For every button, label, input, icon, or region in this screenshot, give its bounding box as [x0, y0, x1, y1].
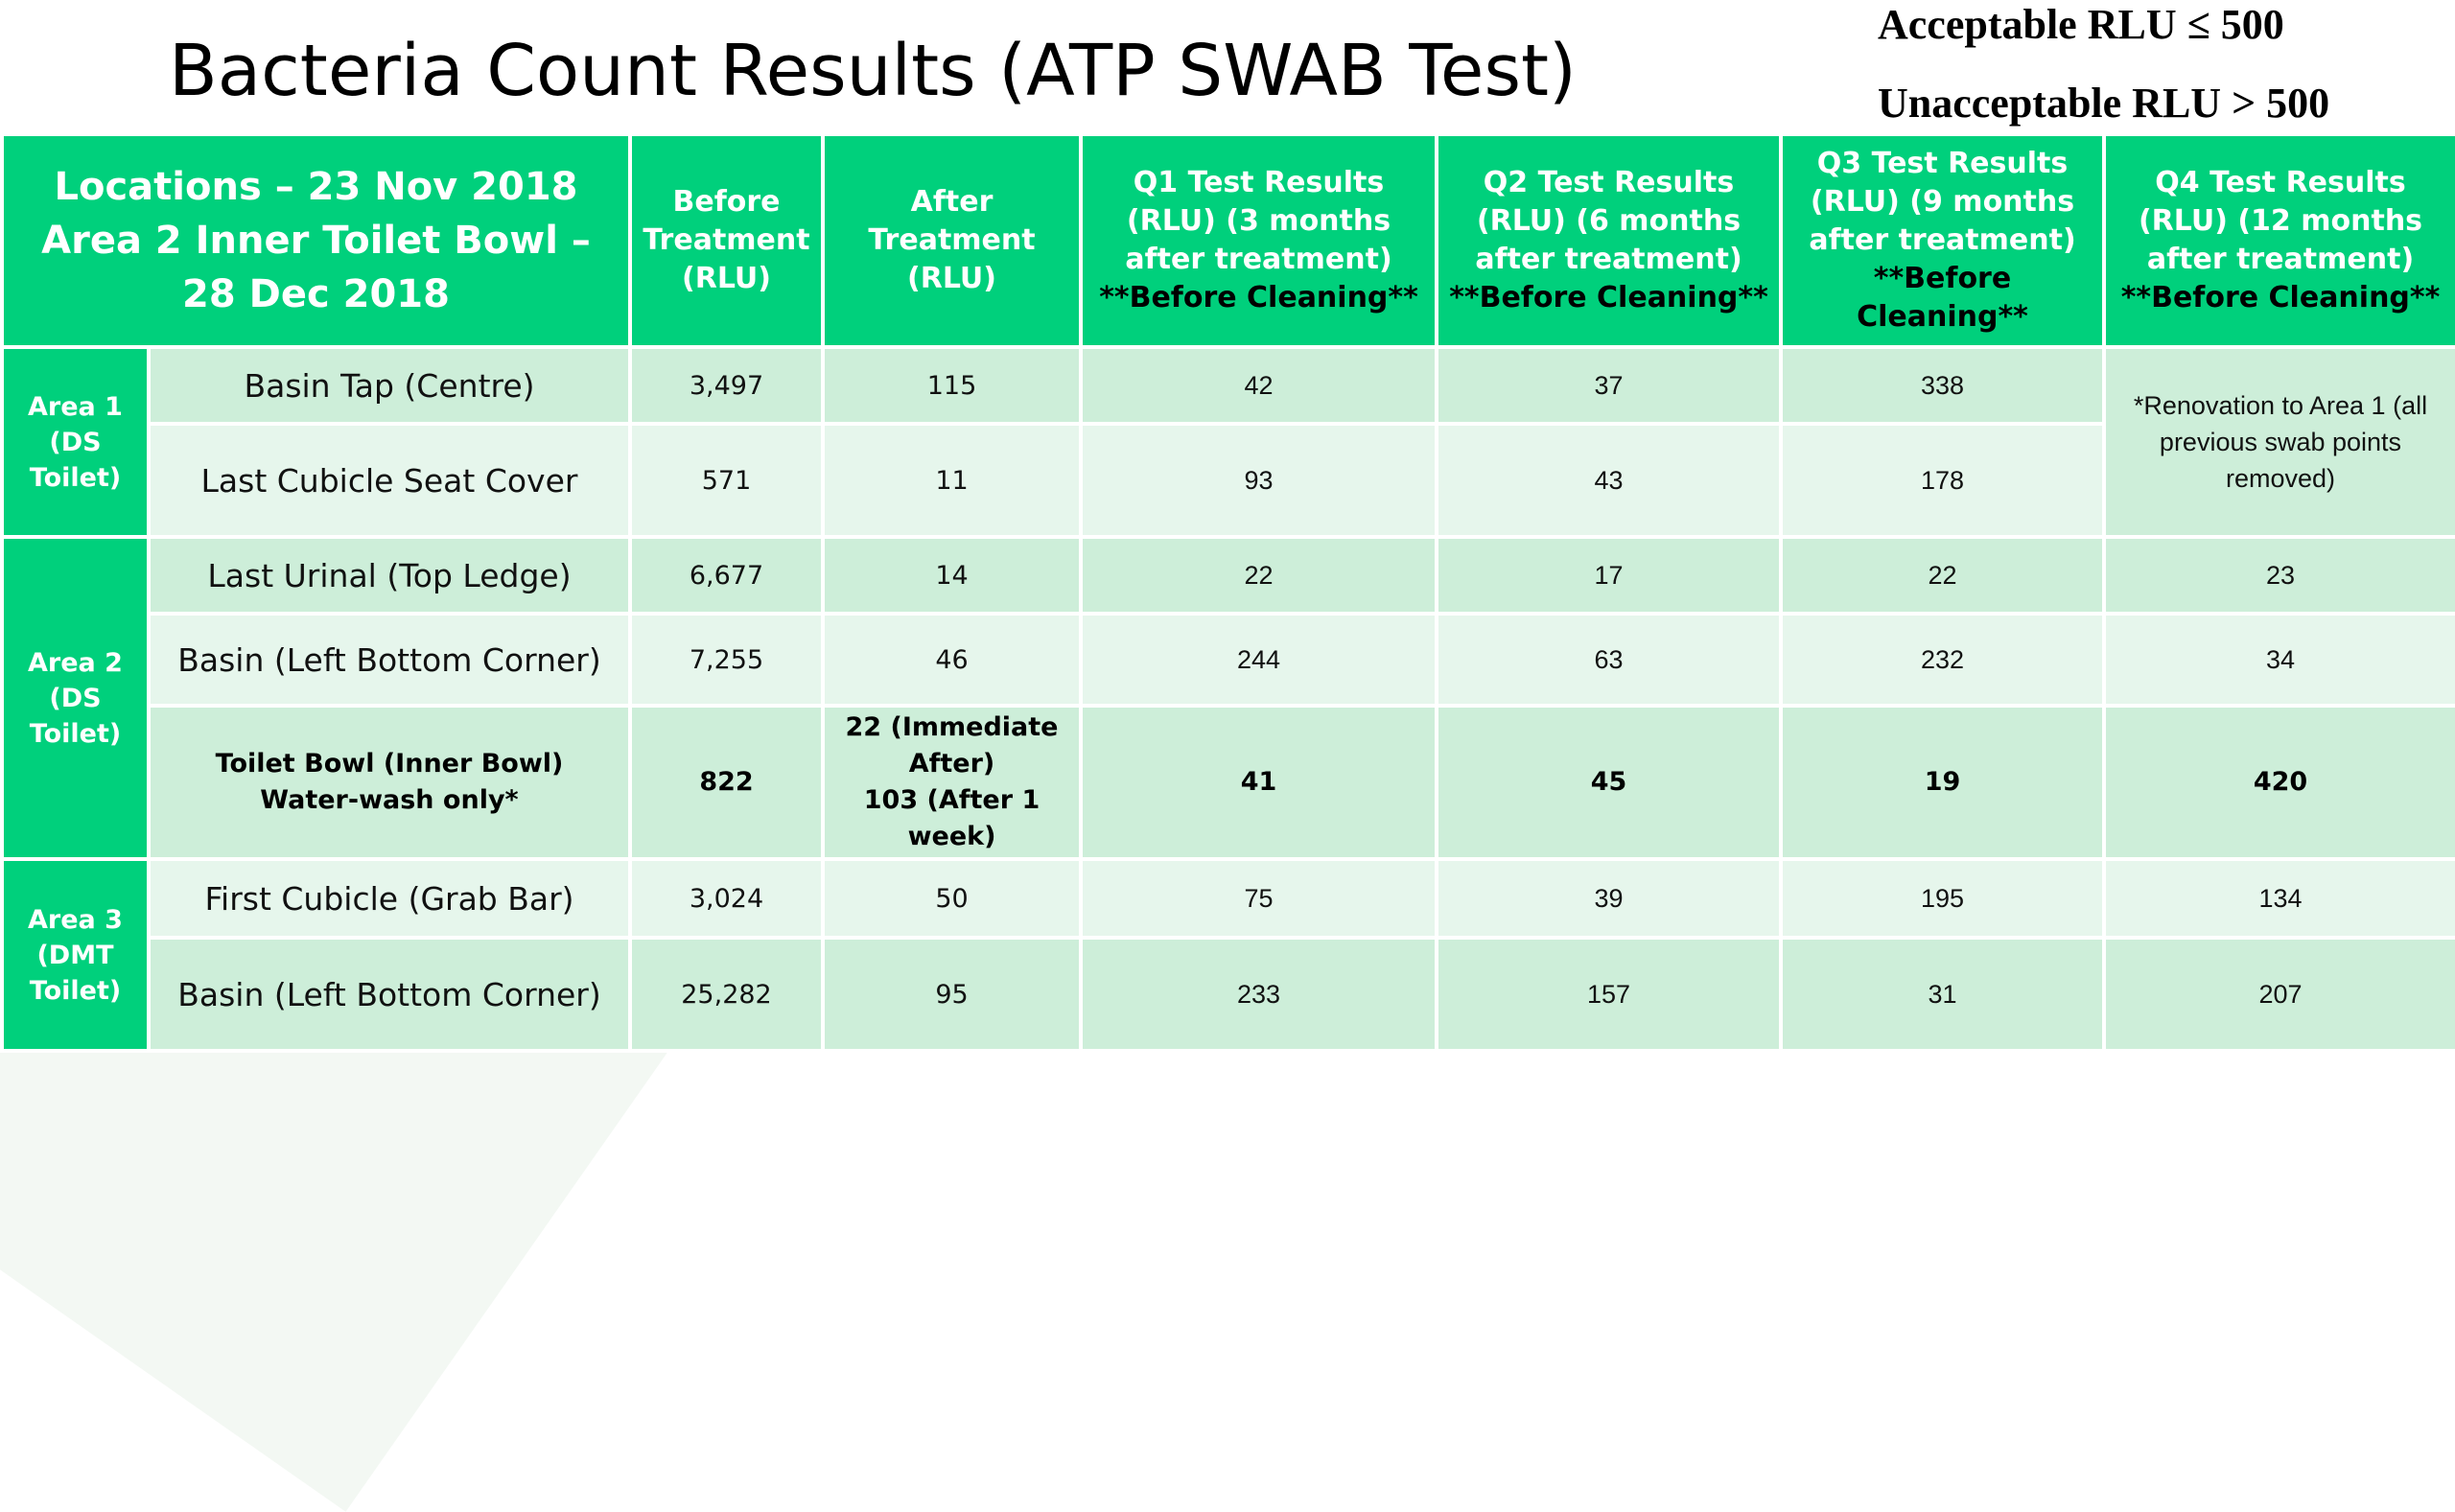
q1-cell: 244	[1079, 612, 1438, 708]
q1-cell: 41	[1079, 704, 1438, 861]
before-cell: 6,677	[628, 535, 825, 616]
table-row: Area 3 (DMT Toilet) First Cubicle (Grab …	[0, 857, 2455, 1053]
table-row: Basin (Left Bottom Corner) 7,255 46 244 …	[2, 612, 2455, 708]
q3-cell: 232	[1779, 612, 2106, 708]
q3-cell: 178	[1779, 422, 2106, 539]
header-locations: Locations – 23 Nov 2018 Area 2 Inner Toi…	[0, 132, 632, 349]
renovation-note: *Renovation to Area 1 (all previous swab…	[2102, 345, 2455, 539]
unacceptable-legend: Unacceptable RLU > 500	[1878, 80, 2330, 127]
after-cell: 11	[821, 422, 1083, 539]
q1-cell: 93	[1079, 422, 1438, 539]
location-cell: Last Cubicle Seat Cover	[147, 422, 632, 539]
table-row: Area 1 (DS Toilet) Basin Tap (Centre) 3,…	[0, 345, 2455, 539]
after-cell: 50	[821, 857, 1083, 940]
q1-cell: 75	[1079, 857, 1438, 940]
area-1-label: Area 1 (DS Toilet)	[0, 345, 151, 539]
q2-cell: 17	[1435, 535, 1783, 616]
location-cell: Basin Tap (Centre)	[147, 345, 632, 426]
q2-cell: 43	[1435, 422, 1783, 539]
header-before: Before Treatment (RLU)	[628, 132, 825, 349]
header-q3: Q3 Test Results (RLU) (9 months after tr…	[1779, 132, 2106, 349]
header-q1: Q1 Test Results (RLU) (3 months after tr…	[1079, 132, 1438, 349]
before-cell: 25,282	[628, 936, 825, 1053]
after-cell: 22 (Immediate After) 103 (After 1 week)	[821, 704, 1083, 861]
q4-cell: 420	[2102, 704, 2455, 861]
q1-cell: 42	[1079, 345, 1438, 426]
area-2-label: Area 2 (DS Toilet)	[0, 535, 151, 861]
location-cell: Basin (Left Bottom Corner)	[147, 612, 632, 708]
after-cell: 95	[821, 936, 1083, 1053]
q3-cell: 338	[1779, 345, 2106, 426]
page-title: Bacteria Count Results (ATP SWAB Test)	[169, 30, 1577, 112]
q2-cell: 63	[1435, 612, 1783, 708]
q2-cell: 45	[1435, 704, 1783, 861]
q4-cell: 23	[2102, 535, 2455, 616]
before-cell: 7,255	[628, 612, 825, 708]
after-cell: 46	[821, 612, 1083, 708]
header-q2: Q2 Test Results (RLU) (6 months after tr…	[1435, 132, 1783, 349]
after-cell: 115	[821, 345, 1083, 426]
q3-cell: 195	[1779, 857, 2106, 940]
q3-cell: 19	[1779, 704, 2106, 861]
q3-cell: 31	[1779, 936, 2106, 1053]
location-cell: Basin (Left Bottom Corner)	[147, 936, 632, 1053]
table-row: Last Cubicle Seat Cover 571 11 93 43 178	[2, 422, 2455, 539]
table-row: Basin (Left Bottom Corner) 25,282 95 233…	[2, 936, 2455, 1053]
table-row: Toilet Bowl (Inner Bowl) Water-wash only…	[2, 704, 2455, 861]
before-cell: 3,024	[628, 857, 825, 940]
q1-cell: 233	[1079, 936, 1438, 1053]
after-cell: 14	[821, 535, 1083, 616]
q4-cell: 134	[2102, 857, 2455, 940]
location-cell: Last Urinal (Top Ledge)	[147, 535, 632, 616]
q4-cell: 34	[2102, 612, 2455, 708]
area-3-label: Area 3 (DMT Toilet)	[0, 857, 151, 1053]
header-after: After Treatment (RLU)	[821, 132, 1083, 349]
acceptable-legend: Acceptable RLU ≤ 500	[1878, 1, 2284, 48]
header-row: Locations – 23 Nov 2018 Area 2 Inner Toi…	[0, 132, 2455, 349]
table-row: Area 2 (DS Toilet) Last Urinal (Top Ledg…	[0, 535, 2455, 861]
location-cell: First Cubicle (Grab Bar)	[147, 857, 632, 940]
q4-cell: 207	[2102, 936, 2455, 1053]
q1-cell: 22	[1079, 535, 1438, 616]
q2-cell: 39	[1435, 857, 1783, 940]
q3-cell: 22	[1779, 535, 2106, 616]
before-cell: 822	[628, 704, 825, 861]
before-cell: 571	[628, 422, 825, 539]
results-table: Locations – 23 Nov 2018 Area 2 Inner Toi…	[0, 132, 2455, 1053]
header-q4: Q4 Test Results (RLU) (12 months after t…	[2102, 132, 2455, 349]
q2-cell: 37	[1435, 345, 1783, 426]
q2-cell: 157	[1435, 936, 1783, 1053]
before-cell: 3,497	[628, 345, 825, 426]
location-cell: Toilet Bowl (Inner Bowl) Water-wash only…	[147, 704, 632, 861]
